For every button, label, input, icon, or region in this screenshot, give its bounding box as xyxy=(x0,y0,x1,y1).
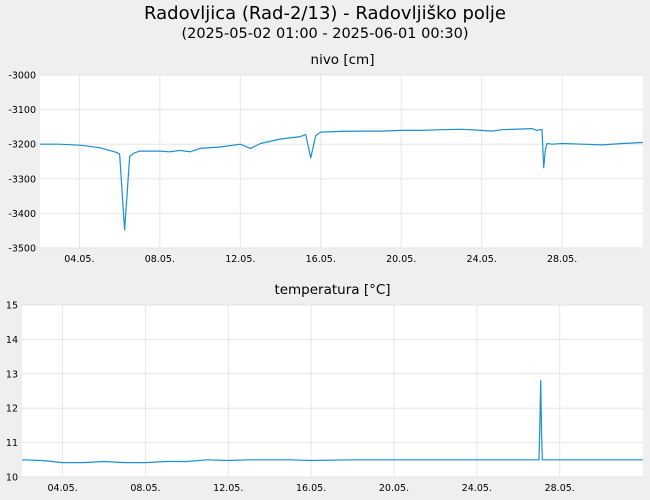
y-tick-label: 13 xyxy=(6,369,18,380)
series-line xyxy=(21,380,643,464)
y-tick-label: 14 xyxy=(6,335,18,346)
x-tick-label: 24.05. xyxy=(467,254,497,265)
x-tick-label: 28.05. xyxy=(547,254,577,265)
x-tick-label: 28.05. xyxy=(545,483,575,494)
y-tick-label: -3200 xyxy=(8,140,36,151)
y-tick-label: 12 xyxy=(6,404,18,415)
series-line xyxy=(40,128,644,231)
x-tick-label: 16.05. xyxy=(306,254,336,265)
x-tick-label: 04.05. xyxy=(47,483,77,494)
y-tick-label: -3000 xyxy=(8,71,36,82)
x-tick-label: 04.05. xyxy=(64,254,94,265)
x-tick-label: 16.05. xyxy=(296,483,326,494)
chart-panel-1: nivo [cm] -3000 -3100 -3200 -3300 -3400 -3500 0… xyxy=(8,52,644,265)
chart-title: Radovljica (Rad-2/13) - Radovljiško polj… xyxy=(144,3,506,24)
panel-title: temperatura [°C] xyxy=(274,282,390,298)
panel-title: nivo [cm] xyxy=(311,52,375,68)
y-tick-label: 15 xyxy=(6,301,18,312)
x-tick-label: 08.05. xyxy=(145,254,175,265)
y-tick-label: 11 xyxy=(6,438,18,449)
y-tick-label: -3100 xyxy=(8,105,36,116)
x-tick-label: 20.05. xyxy=(379,483,409,494)
chart-panel-2: temperatura [°C] 15 14 13 12 11 10 04.05. 08.05.… xyxy=(6,282,643,494)
x-tick-label: 12.05. xyxy=(225,254,255,265)
y-tick-label: 10 xyxy=(6,473,18,484)
y-tick-label: -3300 xyxy=(8,174,36,185)
chart-subtitle: (2025-05-02 01:00 - 2025-06-01 00:30) xyxy=(181,26,469,42)
x-tick-label: 24.05. xyxy=(462,483,492,494)
plot-area xyxy=(40,75,643,248)
y-tick-label: -3500 xyxy=(8,244,36,255)
y-tick-label: -3400 xyxy=(8,209,36,220)
x-tick-label: 12.05. xyxy=(213,483,243,494)
plot-area xyxy=(22,305,643,477)
x-tick-label: 20.05. xyxy=(386,254,416,265)
x-tick-label: 08.05. xyxy=(130,483,160,494)
